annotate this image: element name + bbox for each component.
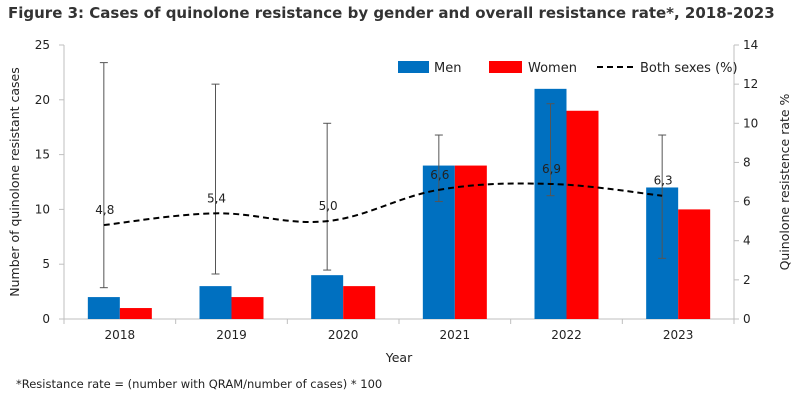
y-tick-label-right: 12	[743, 77, 758, 91]
y-tick-label-right: 6	[743, 195, 751, 209]
bar-women	[231, 297, 264, 319]
y-tick-label-right: 2	[743, 273, 751, 287]
data-label-both-sexes: 5,0	[319, 199, 338, 213]
y-tick-label-right: 14	[743, 38, 758, 52]
bar-women	[343, 286, 376, 319]
y-tick-label-left: 20	[35, 93, 50, 107]
axes-layer: 0 5 10 15 20 25 0 2 4 6 8 10 12 14 2018 2019 2020 2021 202…	[7, 38, 792, 365]
bars-layer	[87, 88, 711, 319]
line-both-sexes	[103, 182, 663, 227]
y-tick-label-right: 4	[743, 234, 751, 248]
line-layer	[103, 182, 663, 227]
bar-women	[119, 308, 152, 319]
y-tick-label-left: 15	[35, 148, 50, 162]
bar-women	[678, 209, 711, 319]
x-tick-label: 2023	[663, 328, 694, 342]
data-label-both-sexes: 5,4	[207, 191, 226, 205]
y-tick-label-left: 10	[35, 202, 50, 216]
y-tick-label-left: 25	[35, 38, 50, 52]
y-tick-label-left: 5	[42, 257, 50, 271]
x-tick-label: 2020	[328, 328, 359, 342]
bar-women	[566, 110, 599, 319]
x-axis-title: Year	[385, 350, 413, 365]
footnote: *Resistance rate = (number with QRAM/num…	[16, 377, 383, 391]
legend-swatch-women	[489, 61, 522, 73]
bar-men	[311, 275, 344, 319]
y-tick-label-right: 8	[743, 155, 751, 169]
legend-label-both-sexes: Both sexes (%)	[640, 61, 738, 76]
legend-label-men: Men	[434, 61, 461, 76]
bar-men	[87, 297, 120, 319]
figure-title: Figure 3: Cases of quinolone resistance …	[8, 4, 775, 22]
y-tick-label-right: 10	[743, 116, 758, 130]
y-axis-title-right: Quinolone resistence rate %	[777, 93, 792, 270]
legend-swatch-men	[398, 61, 429, 73]
bar-men	[199, 286, 232, 319]
y-tick-label-right: 0	[743, 312, 751, 326]
x-tick-label: 2022	[551, 328, 582, 342]
y-axis-title-left: Number of quinolone resistant cases	[7, 67, 22, 296]
data-label-both-sexes: 6,6	[430, 168, 449, 182]
data-label-both-sexes: 6,3	[654, 174, 673, 188]
x-tick-label: 2018	[105, 328, 136, 342]
labels-layer: 4,8 5,4 5,0 6,6 6,9 6,3	[95, 162, 672, 217]
data-label-both-sexes: 4,8	[95, 203, 114, 217]
errorbar-layer	[99, 62, 667, 289]
bar-women	[454, 165, 487, 319]
legend: Men Women Both sexes (%)	[398, 61, 738, 76]
x-tick-label: 2021	[440, 328, 471, 342]
y-tick-label-left: 0	[42, 312, 50, 326]
data-label-both-sexes: 6,9	[542, 162, 561, 176]
x-tick-label: 2019	[216, 328, 247, 342]
legend-label-women: Women	[528, 61, 577, 76]
